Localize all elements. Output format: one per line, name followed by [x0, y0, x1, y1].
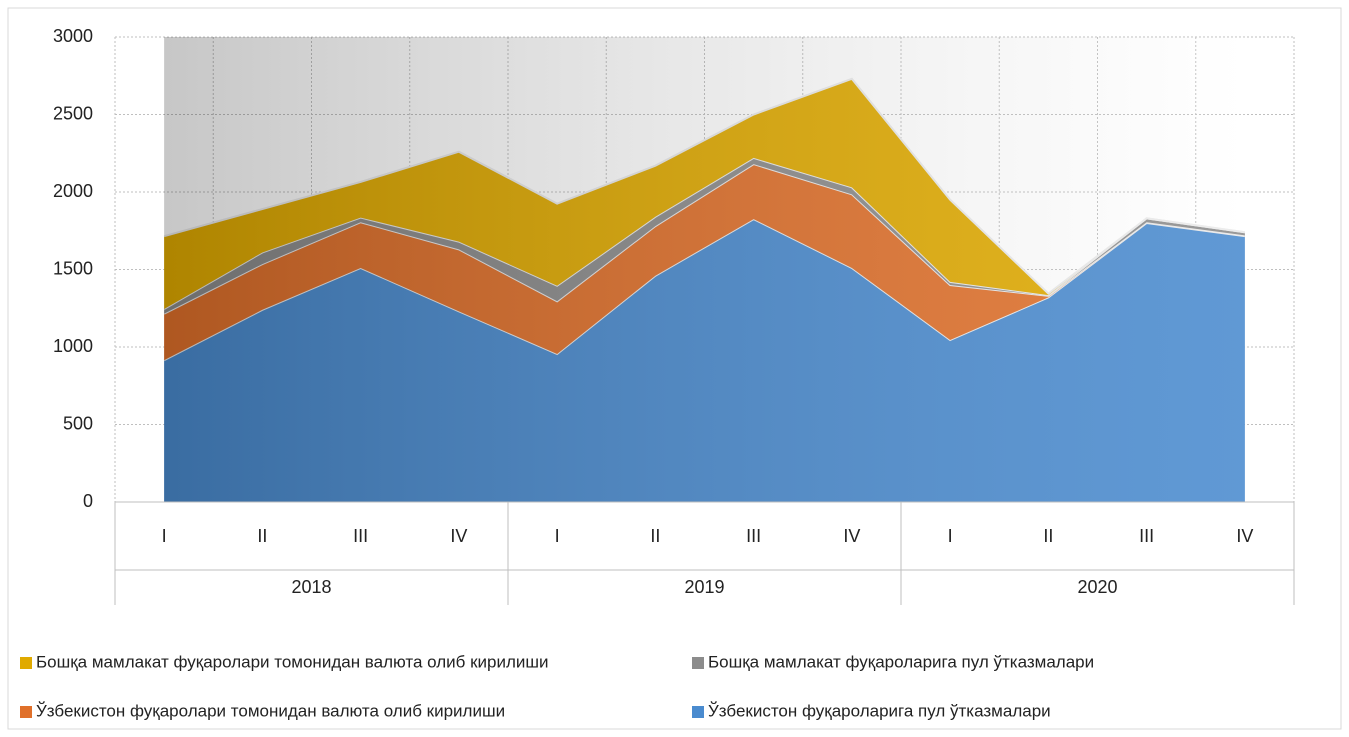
x-tick-label: I: [555, 526, 560, 546]
areas: [163, 77, 1246, 502]
x-tick-label: IV: [1236, 526, 1253, 546]
y-tick-label: 500: [63, 413, 93, 433]
x-tick-label: III: [1139, 526, 1154, 546]
x-tick-label: I: [162, 526, 167, 546]
y-tick-label: 3000: [53, 26, 93, 46]
y-tick-label: 1500: [53, 258, 93, 278]
x-tick-label: II: [1043, 526, 1053, 546]
x-tick-label: I: [948, 526, 953, 546]
frame: [7, 7, 1342, 730]
x-tick-label: III: [353, 526, 368, 546]
legend-label: Ўзбекистон фуқаролари томонидан валюта о…: [36, 700, 505, 720]
legend-swatch: [692, 657, 704, 669]
y-tick-label: 1000: [53, 336, 93, 356]
legend-label: Бошқа мамлакат фуқаролари томонидан валю…: [36, 652, 549, 671]
legend-swatch: [692, 706, 704, 718]
x-tick-label: IV: [450, 526, 467, 546]
legend-swatch: [20, 657, 32, 669]
legend-label: Ўзбекистон фуқароларига пул ўтказмалари: [708, 700, 1051, 720]
legend-swatch: [20, 706, 32, 718]
group-label: 2020: [1077, 577, 1117, 597]
x-tick-label: III: [746, 526, 761, 546]
x-tick-label: II: [257, 526, 267, 546]
x-tick-label: II: [650, 526, 660, 546]
legend-label: Бошқа мамлакат фуқароларига пул ўтказмал…: [708, 652, 1094, 671]
group-label: 2019: [684, 577, 724, 597]
y-tick-label: 0: [83, 491, 93, 511]
group-label: 2018: [291, 577, 331, 597]
x-tick-label: IV: [843, 526, 860, 546]
y-tick-label: 2000: [53, 181, 93, 201]
y-tick-label: 2500: [53, 103, 93, 123]
